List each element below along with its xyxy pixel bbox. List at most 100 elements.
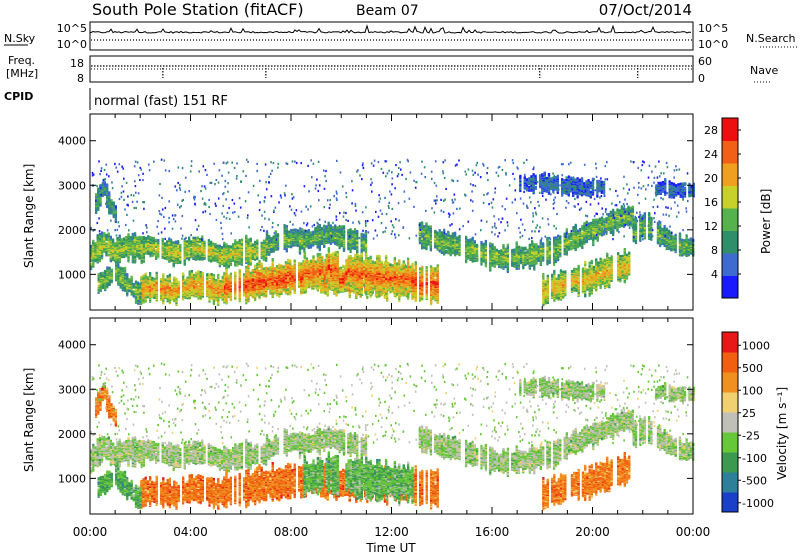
power-cell xyxy=(283,224,286,227)
power-cell xyxy=(467,238,470,242)
power-cell xyxy=(201,247,204,251)
power-cell xyxy=(112,256,115,260)
power-cell xyxy=(338,226,341,229)
freq-label-1: Freq. xyxy=(8,54,35,67)
power-cell xyxy=(234,264,237,267)
power-cell xyxy=(579,227,582,231)
power-cell xyxy=(163,255,166,259)
cpid-panel: CPID normal (fast) 151 RF xyxy=(4,88,228,110)
power-cell xyxy=(309,233,313,236)
power-cell xyxy=(338,240,341,243)
power-cell xyxy=(504,265,507,269)
power-cell xyxy=(249,242,252,245)
power-cell xyxy=(216,258,219,262)
power-cell xyxy=(221,248,224,252)
power-cell xyxy=(489,249,492,253)
power-cell xyxy=(421,221,424,224)
power-cell xyxy=(227,258,230,262)
power-cell xyxy=(476,243,479,247)
power-cell xyxy=(92,259,95,262)
power-cell xyxy=(190,247,193,251)
power-cell xyxy=(249,247,252,250)
power-cell xyxy=(616,221,619,224)
power-cell xyxy=(331,236,335,240)
cpid-text: normal (fast) 151 RF xyxy=(94,94,228,109)
power-cell xyxy=(149,236,152,239)
power-cell xyxy=(349,233,352,236)
power-cell xyxy=(342,228,346,231)
power-cell xyxy=(443,238,446,241)
noise-right-tick-top: 10^5 xyxy=(698,22,728,35)
power-cell xyxy=(216,253,219,257)
power-cell xyxy=(296,237,299,240)
power-cell xyxy=(216,257,219,260)
power-cell xyxy=(421,223,424,226)
power-cell xyxy=(234,260,237,263)
power-cell xyxy=(362,236,365,239)
power-cell xyxy=(298,243,302,246)
power-cell xyxy=(152,248,155,252)
power-cell xyxy=(294,228,297,232)
power-cell xyxy=(194,247,197,251)
power-cell xyxy=(234,240,237,244)
power-cell xyxy=(210,240,213,244)
power-cell xyxy=(152,236,155,240)
power-cell xyxy=(118,259,121,262)
power-cell xyxy=(296,239,299,243)
power-cell xyxy=(234,244,237,248)
power-cell xyxy=(305,229,308,233)
power-cell xyxy=(118,251,121,254)
power-cell xyxy=(225,252,228,255)
power-cell xyxy=(323,224,326,228)
power-cell xyxy=(440,231,443,234)
power-cell xyxy=(276,233,280,236)
power-cell xyxy=(601,216,604,219)
nave-tick-top: 60 xyxy=(698,55,712,68)
power-cell xyxy=(118,238,121,242)
power-cell xyxy=(334,234,337,238)
power-cell xyxy=(179,260,182,263)
power-cell xyxy=(123,255,126,259)
power-cell xyxy=(207,239,210,242)
power-cell xyxy=(605,217,608,220)
power-cell xyxy=(336,226,339,229)
power-cell xyxy=(260,241,263,245)
power-cell xyxy=(254,255,257,259)
power-cell xyxy=(347,229,350,232)
power-cell xyxy=(526,248,529,252)
power-cell xyxy=(353,228,357,231)
power-cell xyxy=(152,239,155,243)
power-cell xyxy=(214,257,217,261)
power-cell xyxy=(98,250,101,254)
power-cell xyxy=(92,239,95,243)
power-cell xyxy=(609,210,612,214)
power-cell xyxy=(495,248,498,252)
power-cell xyxy=(221,246,224,249)
power-cell xyxy=(351,241,354,245)
power-cell xyxy=(172,241,175,244)
power-cell xyxy=(225,262,228,265)
power-cell xyxy=(127,247,130,250)
power-cell xyxy=(249,244,252,247)
power-cell xyxy=(456,243,459,247)
power-cell xyxy=(445,233,448,236)
power-cell xyxy=(105,233,108,237)
power-cell xyxy=(114,253,117,257)
beam-label: Beam 07 xyxy=(356,3,419,19)
power-cell xyxy=(103,232,106,235)
power-cell xyxy=(489,242,492,245)
power-cell xyxy=(199,247,202,250)
power-cell xyxy=(539,256,542,260)
power-cell xyxy=(109,235,112,239)
power-cell xyxy=(325,225,328,228)
power-cell xyxy=(542,242,545,245)
power-cell xyxy=(334,224,337,227)
power-cell xyxy=(316,225,319,228)
power-cell xyxy=(318,228,321,231)
power-cell xyxy=(236,246,239,250)
power-cell xyxy=(138,249,141,252)
power-cell xyxy=(612,208,615,212)
power-cell xyxy=(362,233,365,237)
power-cell xyxy=(329,224,332,227)
